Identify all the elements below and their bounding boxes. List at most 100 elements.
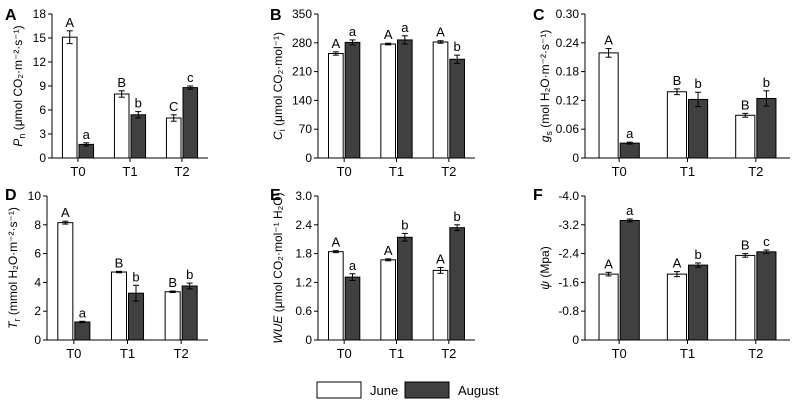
bar-c-august bbox=[688, 98, 709, 159]
x-tick-label-c: T1 bbox=[680, 164, 695, 179]
y-tick-label-b: 0 bbox=[305, 151, 312, 165]
bar-a-june bbox=[113, 93, 130, 159]
panel-letter-f: F bbox=[533, 187, 543, 204]
y-tick-label-c: 0 bbox=[572, 151, 579, 165]
x-tick-label-e: T0 bbox=[337, 346, 352, 361]
significance-letter-b: a bbox=[401, 20, 409, 35]
x-tick-label-d: T0 bbox=[66, 346, 81, 361]
y-tick-label-a: 0 bbox=[39, 151, 46, 165]
y-tick-label-e: 0.6 bbox=[295, 304, 312, 318]
y-tick-label-c: 0.18 bbox=[556, 65, 580, 79]
y-tick-label-a: 9 bbox=[39, 79, 46, 93]
y-tick-label-f: -0.8 bbox=[558, 304, 579, 318]
significance-letter-f: A bbox=[673, 256, 682, 271]
y-tick-label-b: 140 bbox=[292, 93, 312, 107]
bar-f-june bbox=[598, 273, 619, 341]
bar-a-august bbox=[130, 114, 147, 159]
significance-letter-a: A bbox=[65, 15, 74, 30]
bar-f-august bbox=[619, 219, 640, 341]
y-tick-label-e: 0 bbox=[305, 333, 312, 347]
significance-letter-a: b bbox=[135, 96, 142, 111]
bar-f-august bbox=[688, 264, 709, 341]
x-tick-label-b: T1 bbox=[389, 164, 404, 179]
y-tick-label-a: 6 bbox=[39, 103, 46, 117]
significance-letter-d: B bbox=[168, 275, 177, 290]
bar-c-june bbox=[598, 52, 619, 159]
y-tick-label-d: 8 bbox=[34, 218, 41, 232]
significance-letter-b: A bbox=[436, 25, 445, 40]
bar-e-june bbox=[432, 269, 449, 341]
bar-b-june bbox=[380, 43, 397, 159]
x-tick-label-e: T2 bbox=[441, 346, 456, 361]
bar-b-june bbox=[328, 52, 344, 159]
significance-letter-e: a bbox=[349, 258, 357, 273]
x-tick-label-f: T0 bbox=[612, 346, 627, 361]
y-tick-label-f: -1.6 bbox=[558, 275, 579, 289]
y-tick-label-d: 10 bbox=[28, 189, 42, 203]
significance-letter-d: a bbox=[79, 305, 87, 320]
significance-letter-e: b bbox=[454, 209, 461, 224]
bar-a-june bbox=[165, 117, 182, 159]
x-tick-label-b: T2 bbox=[441, 164, 456, 179]
bar-a-august bbox=[182, 87, 199, 159]
significance-letter-e: b bbox=[401, 217, 408, 232]
y-axis-title-a: Pn (μmol CO₂·m⁻²·s⁻¹) bbox=[11, 25, 27, 146]
significance-letter-b: a bbox=[349, 24, 357, 39]
x-tick-label-f: T1 bbox=[680, 346, 695, 361]
significance-letter-a: a bbox=[83, 127, 91, 142]
x-tick-label-d: T1 bbox=[120, 346, 135, 361]
significance-letter-e: A bbox=[384, 243, 393, 258]
bar-e-august bbox=[449, 227, 465, 341]
x-tick-label-e: T1 bbox=[389, 346, 404, 361]
bar-f-june bbox=[666, 273, 687, 341]
panel-letter-c: C bbox=[533, 7, 545, 24]
x-tick-label-b: T0 bbox=[337, 164, 352, 179]
significance-letter-c: b bbox=[694, 76, 701, 91]
x-tick-label-d: T2 bbox=[174, 346, 189, 361]
bar-e-august bbox=[397, 236, 413, 341]
significance-letter-f: a bbox=[626, 203, 634, 218]
significance-letter-b: b bbox=[454, 39, 461, 54]
significance-letter-d: b bbox=[186, 267, 193, 282]
significance-letter-d: B bbox=[115, 255, 124, 270]
y-tick-label-a: 12 bbox=[33, 55, 47, 69]
y-tick-label-d: 6 bbox=[34, 247, 41, 261]
panel-letter-a: A bbox=[5, 7, 17, 24]
x-tick-label-c: T0 bbox=[612, 164, 627, 179]
significance-letter-c: A bbox=[604, 33, 613, 48]
y-axis-title-d: Tr (mmol H₂O·m⁻²·s⁻¹) bbox=[6, 207, 22, 329]
x-tick-label-a: T0 bbox=[70, 164, 85, 179]
y-axis-title-c: gs (mol H₂O·m⁻²·s⁻¹) bbox=[538, 30, 554, 143]
y-axis-title-f: ψ (Mpa) bbox=[538, 246, 552, 289]
bar-f-june bbox=[735, 254, 756, 341]
y-tick-label-d: 0 bbox=[34, 333, 41, 347]
significance-letter-f: B bbox=[741, 238, 750, 253]
bar-b-august bbox=[344, 41, 361, 159]
bar-d-june bbox=[110, 271, 128, 341]
panel-letter-b: B bbox=[270, 7, 282, 24]
significance-letter-e: A bbox=[332, 235, 341, 250]
y-tick-label-d: 4 bbox=[34, 275, 41, 289]
y-tick-label-e: 3.0 bbox=[295, 189, 312, 203]
bar-e-june bbox=[380, 259, 397, 341]
y-tick-label-f: -2.4 bbox=[558, 247, 579, 261]
bar-d-august bbox=[181, 285, 198, 341]
significance-letter-a: c bbox=[187, 70, 194, 85]
significance-letter-c: b bbox=[763, 75, 770, 90]
y-tick-label-c: 0.24 bbox=[556, 36, 580, 50]
significance-letter-a: C bbox=[169, 99, 178, 114]
panel-letter-d: D bbox=[5, 187, 17, 204]
y-tick-label-b: 70 bbox=[299, 122, 313, 136]
bar-a-june bbox=[61, 36, 78, 159]
bar-c-june bbox=[666, 91, 687, 159]
bar-c-august bbox=[619, 142, 640, 159]
y-tick-label-a: 18 bbox=[33, 7, 47, 21]
bar-c-august bbox=[756, 97, 777, 159]
y-tick-label-b: 350 bbox=[292, 7, 312, 21]
y-tick-label-c: 0.12 bbox=[556, 93, 580, 107]
y-tick-label-e: 1.2 bbox=[295, 275, 312, 289]
significance-letter-e: A bbox=[436, 252, 445, 267]
bar-e-august bbox=[344, 276, 361, 341]
legend-label-june: June bbox=[370, 383, 398, 398]
y-tick-label-c: 0.30 bbox=[556, 7, 580, 21]
